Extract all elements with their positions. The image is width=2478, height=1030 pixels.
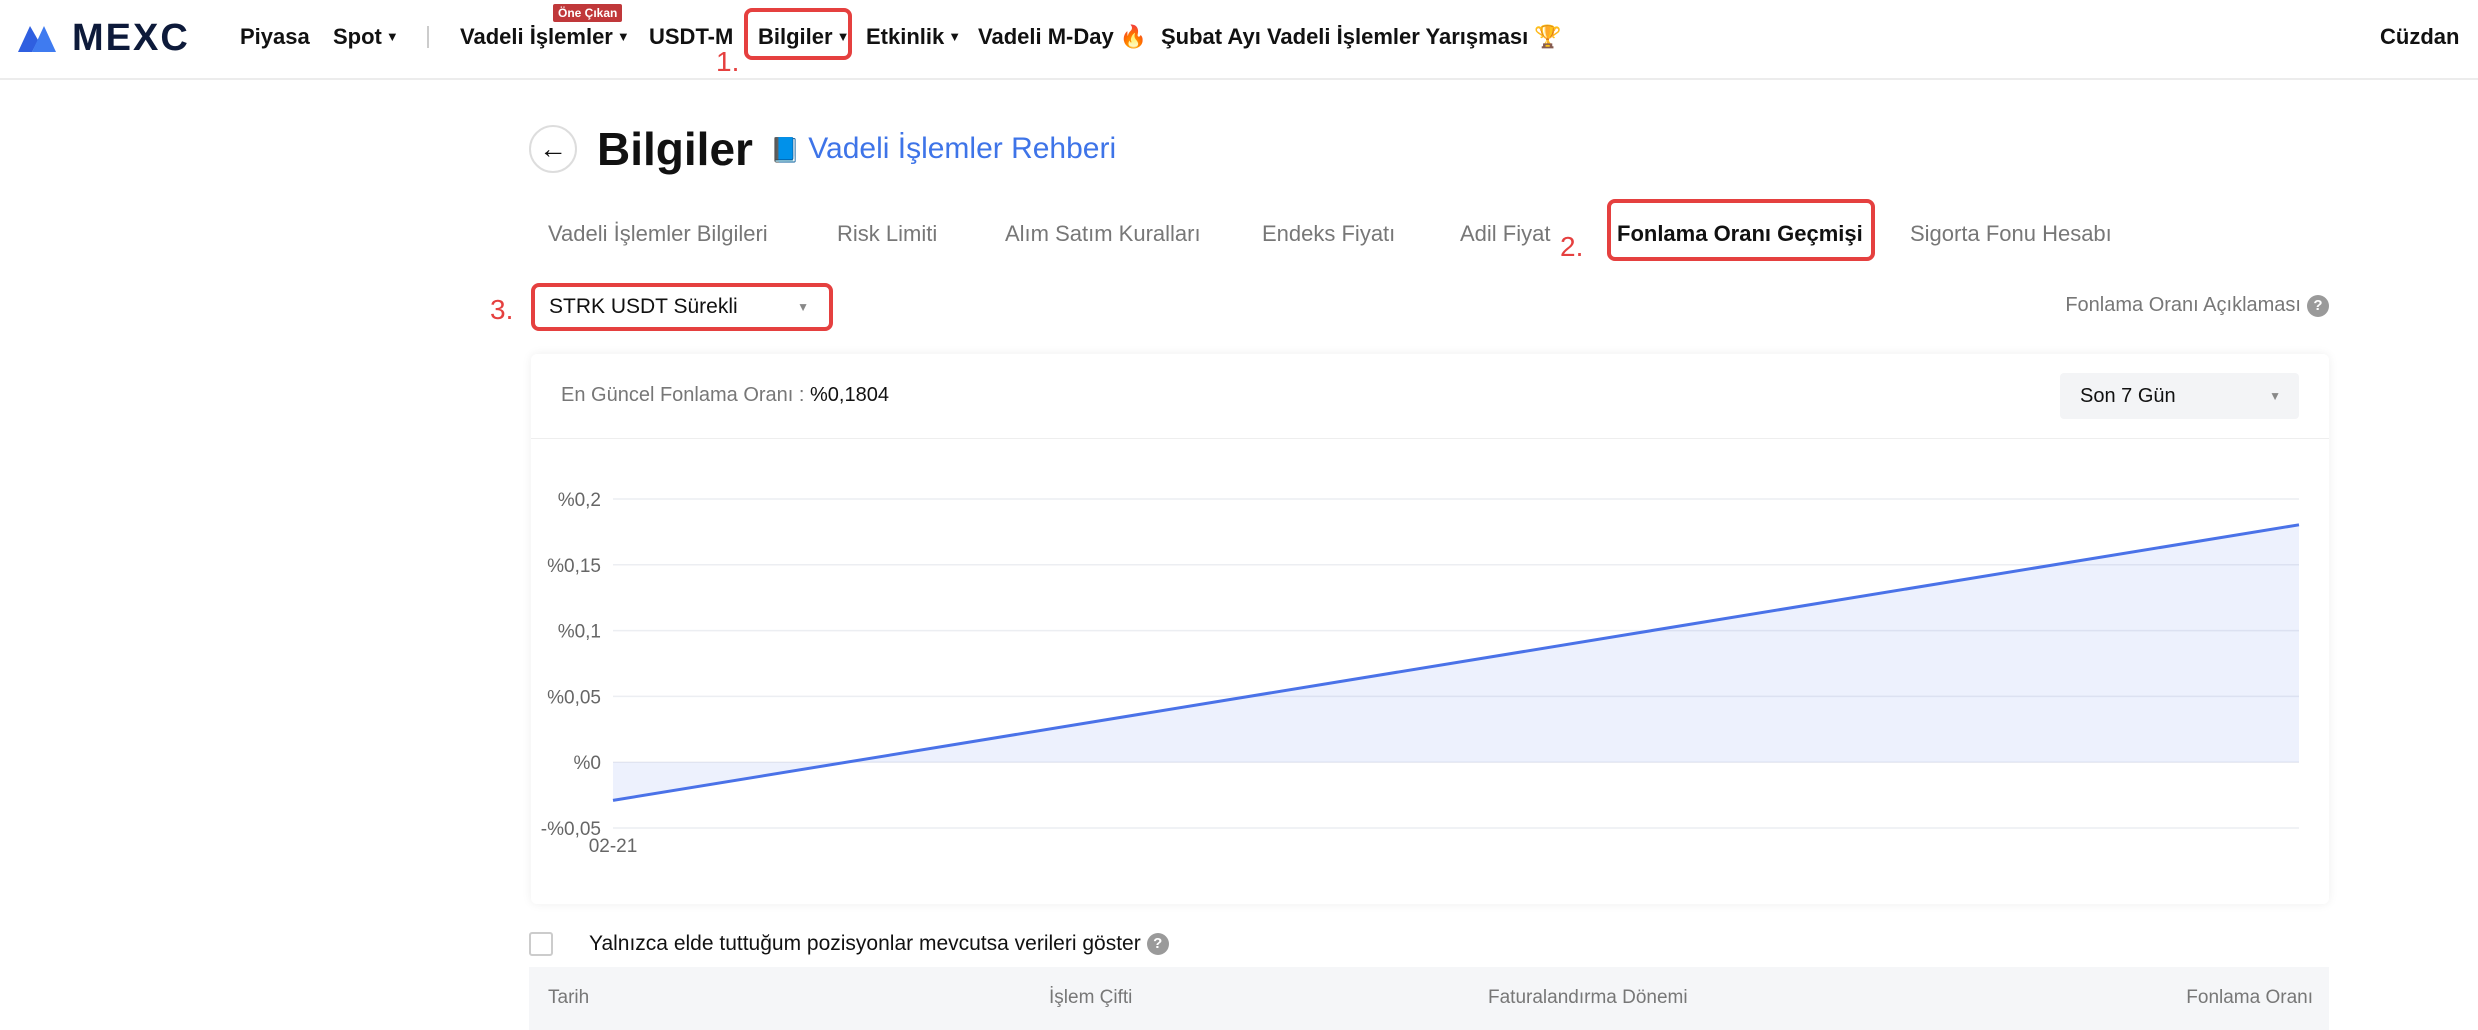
featured-badge: Öne Çıkan (553, 4, 623, 22)
positions-only-label: Yalnızca elde tuttuğum pozisyonlar mevcu… (589, 932, 1169, 956)
explanation-label: Fonlama Oranı Açıklaması (2065, 294, 2301, 316)
tab-contract-info[interactable]: Vadeli İşlemler Bilgileri (548, 221, 768, 246)
nav-etkinlik[interactable]: Etkinlik ▼ (866, 24, 961, 50)
tab-trading-rules[interactable]: Alım Satım Kuralları (1005, 221, 1201, 246)
x-tick-label: 02-21 (589, 836, 638, 857)
highlight-box-1 (744, 8, 852, 60)
tab-fair-price[interactable]: Adil Fiyat (1460, 221, 1551, 246)
nav-usdt-m[interactable]: USDT-M (649, 24, 734, 49)
y-tick-label: %0 (574, 753, 601, 774)
funding-chart-card: En Güncel Fonlama Oranı : %0,1804 Son 7 … (531, 354, 2329, 904)
caret-down-icon: ▼ (385, 29, 399, 44)
nav-spot[interactable]: Spot ▼ (333, 24, 399, 50)
tab-index-price[interactable]: Endeks Fiyatı (1262, 221, 1396, 246)
series-line (612, 523, 2300, 802)
y-tick-label: -%0,05 (541, 819, 601, 840)
nav-piyasa[interactable]: Piyasa (240, 24, 310, 49)
caret-down-icon: ▼ (797, 300, 809, 314)
card-divider (531, 438, 2329, 439)
area-fill (613, 524, 2299, 801)
nav-wallet[interactable]: Cüzdan (2380, 24, 2460, 49)
annotation-2: 2. (1560, 231, 1584, 262)
tab-funding-history[interactable]: Fonlama Oranı Geçmişi (1617, 221, 1863, 246)
period-select-value: Son 7 Gün (2080, 385, 2176, 407)
annotation-3: 3. (490, 294, 514, 325)
nav-separator (427, 26, 429, 48)
question-icon: ? (2307, 294, 2329, 317)
y-tick-label: %0,2 (558, 490, 601, 511)
funding-explanation-link[interactable]: Fonlama Oranı Açıklaması? (2065, 294, 2329, 317)
annotation-1: 1. (716, 46, 740, 77)
highlight-box-2 (1607, 199, 1875, 261)
y-tick-label: %0,05 (547, 687, 601, 708)
nav-competition-label: Şubat Ayı Vadeli İşlemler Yarışması (1161, 24, 1529, 49)
nav-spot-label: Spot (333, 24, 382, 49)
logo-text: MEXC (72, 16, 190, 59)
arrow-left-icon: ← (539, 133, 567, 164)
caret-down-icon: ▼ (616, 29, 630, 44)
filter-label-text: Yalnızca elde tuttuğum pozisyonlar mevcu… (589, 932, 1141, 955)
nav-m-day[interactable]: Vadeli M-Day 🔥 (978, 24, 1147, 50)
logo-icon (18, 26, 56, 52)
latest-rate: En Güncel Fonlama Oranı : %0,1804 (561, 384, 889, 407)
back-button[interactable]: ← (529, 125, 577, 173)
question-icon: ? (1146, 933, 1169, 956)
contract-select[interactable]: STRK USDT Sürekli ▼ (537, 288, 827, 326)
column-funding-rate: Fonlama Oranı (2186, 987, 2313, 1008)
fire-icon: 🔥 (1119, 24, 1148, 49)
contract-select-value: STRK USDT Sürekli (549, 295, 738, 318)
trophy-icon: 🏆 (1534, 24, 1562, 49)
column-date: Tarih (548, 987, 590, 1008)
caret-down-icon: ▼ (948, 29, 962, 44)
highlight-box-3 (531, 283, 833, 331)
period-select[interactable]: Son 7 Gün ▼ (2060, 373, 2299, 419)
nav-m-day-label: Vadeli M-Day (978, 24, 1114, 49)
page-title: Bilgiler (597, 123, 753, 175)
latest-rate-label: En Güncel Fonlama Oranı : (561, 384, 805, 406)
guide-link[interactable]: 📘 Vadeli İşlemler Rehberi (770, 132, 1116, 166)
book-icon: 📘 (770, 137, 800, 164)
caret-down-icon: ▼ (836, 29, 850, 44)
y-tick-label: %0,15 (547, 556, 601, 577)
tab-risk-limit[interactable]: Risk Limiti (837, 221, 938, 246)
nav-vadeli-label: Vadeli İşlemler (460, 24, 613, 49)
table-header: Tarih İşlem Çifti Faturalandırma Dönemi … (529, 967, 2329, 1030)
top-nav: MEXC Piyasa Spot ▼ Vadeli İşlemler ▼ Öne Ç… (0, 0, 2478, 80)
nav-competition[interactable]: Şubat Ayı Vadeli İşlemler Yarışması 🏆 (1161, 24, 1562, 50)
nav-bilgiler-label: Bilgiler (758, 24, 833, 49)
guide-link-label: Vadeli İşlemler Rehberi (808, 132, 1117, 165)
latest-rate-value: %0,1804 (810, 384, 889, 406)
mexc-logo[interactable]: MEXC (16, 16, 190, 59)
y-tick-label: %0,1 (558, 622, 601, 643)
nav-vadeli[interactable]: Vadeli İşlemler ▼ (460, 24, 630, 50)
column-billing-period: Faturalandırma Dönemi (1488, 987, 1688, 1008)
positions-only-checkbox[interactable] (529, 932, 553, 956)
column-pair: İşlem Çifti (1049, 987, 1133, 1008)
caret-down-icon: ▼ (2269, 389, 2281, 403)
nav-etkinlik-label: Etkinlik (866, 24, 945, 49)
nav-bilgiler[interactable]: Bilgiler ▼ (758, 24, 849, 50)
tab-insurance-fund[interactable]: Sigorta Fonu Hesabı (1910, 221, 2112, 246)
